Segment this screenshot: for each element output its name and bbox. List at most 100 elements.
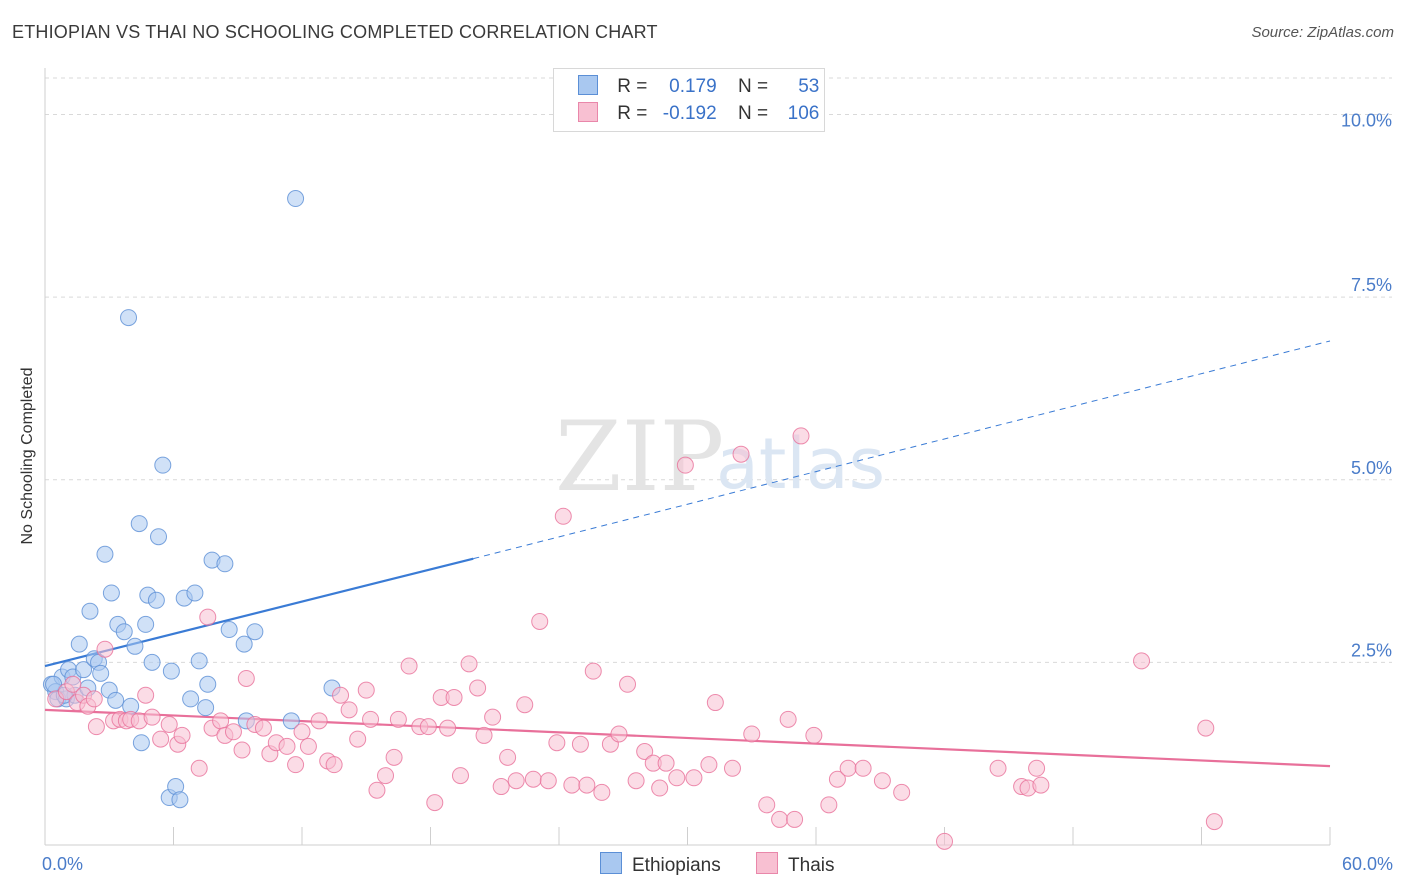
point-thais <box>771 810 789 828</box>
point-thais <box>492 778 510 796</box>
point-thais <box>563 776 581 794</box>
point-ethiopians <box>190 652 208 670</box>
point-ethiopians <box>96 545 114 563</box>
point-ethiopians <box>120 309 138 327</box>
point-thais <box>237 669 255 687</box>
series-legend: Ethiopians Thais <box>600 852 864 877</box>
point-thais <box>190 759 208 777</box>
point-thais <box>758 796 776 814</box>
point-thais <box>460 655 478 673</box>
series-swatch-thais <box>756 852 779 874</box>
y-tick-label: 7.5% <box>1351 275 1392 295</box>
point-thais <box>1205 813 1223 831</box>
point-thais <box>439 719 457 737</box>
legend-r-label: R = <box>617 76 648 97</box>
point-thais <box>385 748 403 766</box>
point-ethiopians <box>75 661 93 679</box>
point-ethiopians <box>81 602 99 620</box>
correlation-legend: R = 0.179 N = 53 R = -0.192 N = 106 <box>553 68 825 132</box>
point-thais <box>137 686 155 704</box>
point-ethiopians <box>246 623 264 641</box>
point-thais <box>287 756 305 774</box>
point-thais <box>484 708 502 726</box>
y-tick-label: 5.0% <box>1351 458 1392 478</box>
point-ethiopians <box>235 635 253 653</box>
series-legend-thais[interactable]: Thais <box>756 852 834 877</box>
point-thais <box>593 783 611 801</box>
point-thais <box>539 772 557 790</box>
point-thais <box>293 723 311 741</box>
point-thais <box>936 832 953 850</box>
legend-n-label: N = <box>737 103 769 124</box>
point-ethiopians <box>115 623 133 641</box>
point-thais <box>668 769 686 787</box>
point-ethiopians <box>182 690 200 708</box>
point-ethiopians <box>171 791 189 809</box>
point-thais <box>233 741 251 759</box>
point-thais <box>571 735 589 753</box>
point-ethiopians <box>150 528 168 546</box>
point-thais <box>475 726 493 744</box>
legend-n-label: N = <box>737 76 769 97</box>
point-ethiopians <box>92 664 110 682</box>
point-ethiopians <box>220 621 238 639</box>
point-ethiopians <box>186 584 204 602</box>
point-thais <box>893 783 911 801</box>
point-ethiopians <box>137 615 155 633</box>
x-tick-label: 0.0% <box>42 854 83 874</box>
tick-labels: 2.5% 5.0% 7.5% 10.0% 0.0% 60.0% <box>42 111 1393 874</box>
series-swatch-ethiopians <box>600 852 622 874</box>
point-ethiopians <box>130 515 148 533</box>
data-points <box>42 190 1223 850</box>
point-thais <box>325 756 343 774</box>
y-tick-label: 10.0% <box>1341 111 1392 131</box>
point-thais <box>87 718 105 736</box>
point-thais <box>507 772 525 790</box>
point-thais <box>152 730 170 748</box>
source-label: Source: ZipAtlas.com <box>1251 24 1394 41</box>
point-thais <box>499 748 517 766</box>
point-thais <box>732 445 750 463</box>
point-thais <box>873 772 891 790</box>
point-thais <box>85 690 103 708</box>
point-ethiopians <box>147 591 165 609</box>
point-thais <box>349 730 367 748</box>
point-thais <box>278 737 296 755</box>
point-ethiopians <box>199 675 217 693</box>
point-thais <box>469 679 487 697</box>
point-thais <box>426 794 444 812</box>
point-thais <box>160 715 178 733</box>
point-thais <box>377 767 395 785</box>
point-ethiopians <box>143 653 161 671</box>
point-thais <box>254 719 272 737</box>
point-thais <box>419 718 437 736</box>
point-thais <box>636 742 654 760</box>
series-legend-ethiopians[interactable]: Ethiopians <box>600 852 721 877</box>
point-thais <box>548 734 566 752</box>
point-thais <box>676 456 694 474</box>
point-thais <box>657 754 675 772</box>
point-thais <box>173 726 191 744</box>
point-thais <box>779 710 797 728</box>
point-ethiopians <box>70 635 88 653</box>
legend-swatch-thais <box>578 102 598 122</box>
legend-swatch-ethiopians <box>578 75 598 95</box>
trend-line-ethiopians <box>44 557 474 668</box>
point-thais <box>96 640 114 658</box>
point-thais <box>723 759 741 777</box>
point-thais <box>619 675 637 693</box>
legend-row-ethiopians: R = 0.179 N = 53 <box>578 75 819 98</box>
point-ethiopians <box>154 456 172 474</box>
trend-line-ethiopians-extension <box>473 340 1331 560</box>
axes <box>44 68 1331 846</box>
point-ethiopians <box>126 637 144 655</box>
point-thais <box>820 796 838 814</box>
series-label: Thais <box>788 855 835 876</box>
point-thais <box>332 686 350 704</box>
point-thais <box>389 710 407 728</box>
point-thais <box>299 737 317 755</box>
legend-n-value: 53 <box>798 76 820 97</box>
point-thais <box>610 725 628 743</box>
point-thais <box>516 696 534 714</box>
